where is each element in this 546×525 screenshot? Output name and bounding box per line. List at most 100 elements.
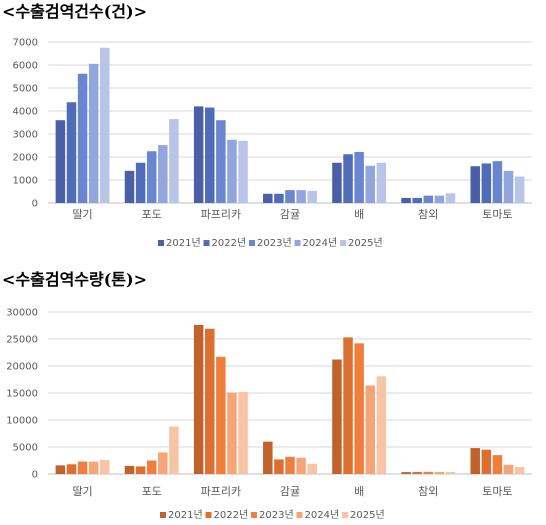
bar-3-4 — [285, 456, 295, 474]
bar-1-7 — [470, 166, 480, 203]
bar-4-6 — [434, 471, 445, 474]
bar-3-1 — [77, 461, 88, 474]
bar-5-7 — [514, 466, 525, 474]
bar-1-2 — [124, 170, 135, 203]
legend-label: 2025년 — [348, 237, 383, 249]
bar-5-4 — [307, 463, 317, 474]
y-tick-label: 30000 — [6, 308, 38, 319]
y-tick-label: 25000 — [6, 335, 38, 346]
bar-2-2 — [135, 162, 146, 203]
bar-5-7 — [514, 176, 525, 203]
category-label: 감귤 — [280, 485, 300, 498]
y-tick-label: 6000 — [13, 61, 38, 72]
category-label: 파프리카 — [201, 208, 241, 221]
category-label: 참외 — [418, 485, 438, 498]
bar-3-3 — [216, 356, 226, 474]
bar-4-3 — [227, 392, 237, 474]
bar-2-7 — [481, 163, 492, 203]
bar-4-7 — [503, 170, 514, 203]
bar-3-3 — [216, 120, 226, 203]
bar-3-2 — [146, 460, 157, 474]
bar-4-5 — [365, 165, 375, 203]
category-label: 파프리카 — [201, 485, 241, 498]
legend-swatch — [294, 240, 301, 246]
legend-swatch — [342, 512, 348, 518]
legend-label: 2024년 — [303, 237, 338, 249]
legend-swatch — [158, 240, 164, 246]
bar-2-2 — [135, 466, 146, 474]
y-tick-label: 7000 — [13, 38, 38, 49]
legend-label: 2023년 — [259, 509, 294, 521]
y-tick-label: 20000 — [6, 362, 38, 373]
legend-label: 2021년 — [166, 237, 201, 249]
bar-2-6 — [412, 471, 422, 474]
category-label: 배 — [354, 485, 364, 498]
y-tick-label: 5000 — [13, 84, 38, 95]
bar-2-3 — [205, 328, 215, 474]
bar-5-4 — [307, 190, 317, 203]
legend-swatch — [160, 512, 166, 518]
bar-4-4 — [296, 457, 306, 474]
bar-2-1 — [66, 464, 77, 474]
category-label: 포도 — [142, 485, 162, 498]
bar-1-4 — [263, 441, 273, 474]
bar-5-5 — [376, 376, 387, 474]
bar-4-1 — [88, 461, 99, 474]
category-label: 배 — [354, 208, 364, 221]
legend-swatch — [203, 240, 210, 246]
y-tick-label: 4000 — [13, 107, 38, 118]
y-tick-label: 15000 — [6, 389, 38, 400]
legend-swatch — [251, 512, 257, 518]
y-tick-label: 0 — [32, 199, 38, 210]
legend-swatch — [340, 240, 346, 246]
bar-4-6 — [434, 195, 445, 203]
bar-5-2 — [169, 426, 179, 474]
bar-3-4 — [285, 190, 295, 203]
bar-2-4 — [274, 459, 284, 474]
bar-3-1 — [77, 73, 88, 203]
y-tick-label: 0 — [32, 470, 38, 481]
bar-1-3 — [193, 106, 204, 203]
bar-4-4 — [296, 190, 306, 203]
y-tick-label: 3000 — [13, 130, 38, 141]
bar-5-3 — [238, 391, 248, 474]
legend-label: 2022년 — [214, 509, 249, 521]
bar-3-2 — [146, 151, 157, 203]
bar-4-7 — [503, 464, 514, 474]
y-tick-label: 10000 — [6, 416, 38, 427]
category-label: 감귤 — [280, 208, 300, 221]
y-tick-label: 5000 — [13, 443, 38, 454]
bar-4-1 — [88, 63, 99, 203]
legend-label: 2021년 — [168, 509, 203, 521]
category-label: 딸기 — [72, 208, 92, 221]
bar-2-4 — [274, 193, 284, 203]
chart-1-title: <수출검역건수(건)> — [2, 2, 147, 21]
bar-1-5 — [332, 162, 342, 203]
bar-2-5 — [343, 154, 353, 203]
bar-1-6 — [401, 472, 411, 474]
bar-2-5 — [343, 337, 353, 474]
bar-2-1 — [66, 102, 77, 203]
y-tick-label: 2000 — [13, 153, 38, 164]
bar-3-7 — [492, 161, 503, 203]
bar-1-4 — [263, 193, 273, 203]
legend-label: 2023년 — [257, 237, 292, 249]
legend-swatch — [205, 512, 212, 518]
category-label: 토마토 — [482, 208, 512, 221]
bar-4-5 — [365, 385, 375, 474]
bar-1-6 — [401, 197, 411, 203]
bar-3-7 — [492, 455, 503, 474]
bar-5-6 — [445, 193, 456, 203]
bar-1-3 — [193, 324, 204, 474]
bar-1-5 — [332, 359, 342, 474]
bar-3-5 — [354, 343, 364, 474]
legend-swatch — [296, 512, 303, 518]
bar-1-1 — [55, 465, 66, 474]
legend-swatch — [249, 240, 255, 246]
shipment-volume-chart: 0 5000 10000 15000 20000 25000 30000 딸기 포도 파프리카 감귤… — [6, 308, 532, 521]
category-label: 참외 — [418, 208, 438, 221]
bar-2-3 — [205, 107, 215, 203]
bar-2-7 — [481, 449, 492, 474]
bar-1-2 — [124, 465, 135, 474]
shipment-count-chart: 0 1000 2000 3000 4000 5000 6000 7000 딸기 포도 파프리카 감귤 배… — [13, 38, 532, 249]
